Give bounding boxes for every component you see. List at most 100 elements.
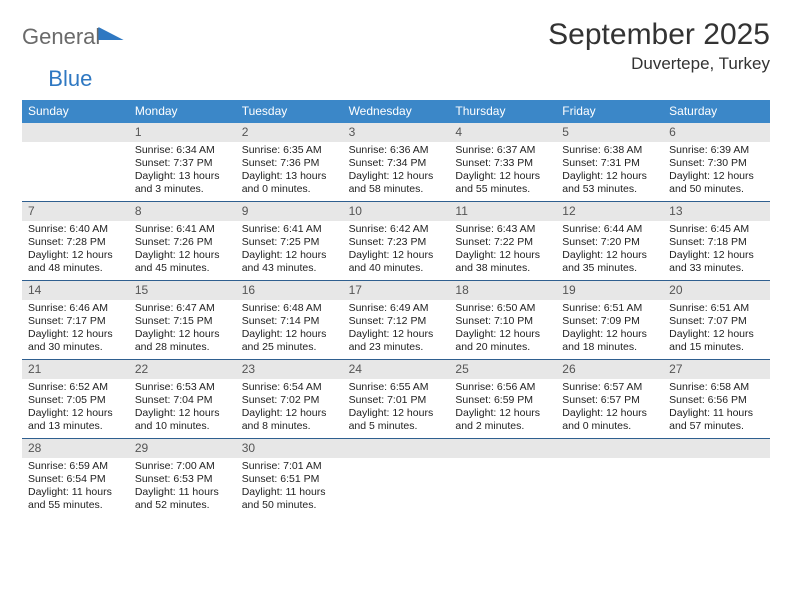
daylight-text: Daylight: 12 hours and 5 minutes. [349, 407, 444, 433]
daylight-text: Daylight: 12 hours and 13 minutes. [28, 407, 123, 433]
day-cell: 9Sunrise: 6:41 AMSunset: 7:25 PMDaylight… [236, 202, 343, 280]
sunset-text: Sunset: 7:09 PM [562, 315, 657, 328]
sunrise-text: Sunrise: 6:46 AM [28, 302, 123, 315]
day-body: Sunrise: 6:44 AMSunset: 7:20 PMDaylight:… [556, 221, 663, 280]
sunrise-text: Sunrise: 6:55 AM [349, 381, 444, 394]
day-body: Sunrise: 6:40 AMSunset: 7:28 PMDaylight:… [22, 221, 129, 280]
day-cell [22, 123, 129, 201]
day-cell: 23Sunrise: 6:54 AMSunset: 7:02 PMDayligh… [236, 360, 343, 438]
day-cell: 11Sunrise: 6:43 AMSunset: 7:22 PMDayligh… [449, 202, 556, 280]
day-number: 29 [129, 439, 236, 458]
sunrise-text: Sunrise: 6:34 AM [135, 144, 230, 157]
sunrise-text: Sunrise: 6:41 AM [135, 223, 230, 236]
sunset-text: Sunset: 6:57 PM [562, 394, 657, 407]
day-cell [449, 439, 556, 517]
day-number: 6 [663, 123, 770, 142]
daylight-text: Daylight: 12 hours and 55 minutes. [455, 170, 550, 196]
daylight-text: Daylight: 12 hours and 0 minutes. [562, 407, 657, 433]
daylight-text: Daylight: 12 hours and 38 minutes. [455, 249, 550, 275]
week-row: 28Sunrise: 6:59 AMSunset: 6:54 PMDayligh… [22, 439, 770, 517]
day-body: Sunrise: 6:41 AMSunset: 7:25 PMDaylight:… [236, 221, 343, 280]
day-number: 18 [449, 281, 556, 300]
daylight-text: Daylight: 12 hours and 43 minutes. [242, 249, 337, 275]
day-number [663, 439, 770, 458]
sunset-text: Sunset: 7:17 PM [28, 315, 123, 328]
sunrise-text: Sunrise: 6:40 AM [28, 223, 123, 236]
day-cell [343, 439, 450, 517]
dow-row: Sunday Monday Tuesday Wednesday Thursday… [22, 100, 770, 123]
day-body: Sunrise: 6:47 AMSunset: 7:15 PMDaylight:… [129, 300, 236, 359]
sunrise-text: Sunrise: 6:51 AM [669, 302, 764, 315]
sunrise-text: Sunrise: 6:49 AM [349, 302, 444, 315]
daylight-text: Daylight: 12 hours and 35 minutes. [562, 249, 657, 275]
day-number: 7 [22, 202, 129, 221]
daylight-text: Daylight: 11 hours and 55 minutes. [28, 486, 123, 512]
day-body: Sunrise: 6:54 AMSunset: 7:02 PMDaylight:… [236, 379, 343, 438]
logo-text-1: General [22, 24, 100, 50]
day-body: Sunrise: 6:55 AMSunset: 7:01 PMDaylight:… [343, 379, 450, 438]
calendar-grid: Sunday Monday Tuesday Wednesday Thursday… [22, 100, 770, 517]
day-number: 3 [343, 123, 450, 142]
week-row: 7Sunrise: 6:40 AMSunset: 7:28 PMDaylight… [22, 202, 770, 281]
sunset-text: Sunset: 6:54 PM [28, 473, 123, 486]
dow-sun: Sunday [22, 100, 129, 123]
day-body: Sunrise: 6:39 AMSunset: 7:30 PMDaylight:… [663, 142, 770, 201]
day-number: 30 [236, 439, 343, 458]
sunset-text: Sunset: 7:20 PM [562, 236, 657, 249]
day-cell: 12Sunrise: 6:44 AMSunset: 7:20 PMDayligh… [556, 202, 663, 280]
week-row: 21Sunrise: 6:52 AMSunset: 7:05 PMDayligh… [22, 360, 770, 439]
sunrise-text: Sunrise: 6:53 AM [135, 381, 230, 394]
day-cell [663, 439, 770, 517]
sunset-text: Sunset: 7:30 PM [669, 157, 764, 170]
sunset-text: Sunset: 7:02 PM [242, 394, 337, 407]
day-number: 15 [129, 281, 236, 300]
sunset-text: Sunset: 7:15 PM [135, 315, 230, 328]
day-body: Sunrise: 6:34 AMSunset: 7:37 PMDaylight:… [129, 142, 236, 201]
day-body: Sunrise: 6:36 AMSunset: 7:34 PMDaylight:… [343, 142, 450, 201]
day-cell: 28Sunrise: 6:59 AMSunset: 6:54 PMDayligh… [22, 439, 129, 517]
day-body: Sunrise: 7:00 AMSunset: 6:53 PMDaylight:… [129, 458, 236, 517]
day-body: Sunrise: 6:43 AMSunset: 7:22 PMDaylight:… [449, 221, 556, 280]
week-row: 1Sunrise: 6:34 AMSunset: 7:37 PMDaylight… [22, 123, 770, 202]
sunrise-text: Sunrise: 6:48 AM [242, 302, 337, 315]
sunset-text: Sunset: 7:10 PM [455, 315, 550, 328]
day-body: Sunrise: 6:38 AMSunset: 7:31 PMDaylight:… [556, 142, 663, 201]
sunset-text: Sunset: 7:14 PM [242, 315, 337, 328]
day-cell: 14Sunrise: 6:46 AMSunset: 7:17 PMDayligh… [22, 281, 129, 359]
sunrise-text: Sunrise: 6:41 AM [242, 223, 337, 236]
sunset-text: Sunset: 7:28 PM [28, 236, 123, 249]
sunrise-text: Sunrise: 6:47 AM [135, 302, 230, 315]
sunset-text: Sunset: 6:56 PM [669, 394, 764, 407]
sunset-text: Sunset: 7:26 PM [135, 236, 230, 249]
day-number: 9 [236, 202, 343, 221]
sunrise-text: Sunrise: 6:44 AM [562, 223, 657, 236]
day-body: Sunrise: 6:51 AMSunset: 7:09 PMDaylight:… [556, 300, 663, 359]
daylight-text: Daylight: 12 hours and 20 minutes. [455, 328, 550, 354]
sunrise-text: Sunrise: 6:38 AM [562, 144, 657, 157]
logo-triangle-icon [99, 27, 124, 40]
day-number: 28 [22, 439, 129, 458]
daylight-text: Daylight: 12 hours and 45 minutes. [135, 249, 230, 275]
daylight-text: Daylight: 12 hours and 18 minutes. [562, 328, 657, 354]
sunrise-text: Sunrise: 6:42 AM [349, 223, 444, 236]
sunset-text: Sunset: 7:22 PM [455, 236, 550, 249]
day-body: Sunrise: 6:53 AMSunset: 7:04 PMDaylight:… [129, 379, 236, 438]
day-number: 26 [556, 360, 663, 379]
sunset-text: Sunset: 7:04 PM [135, 394, 230, 407]
day-number: 23 [236, 360, 343, 379]
day-cell: 3Sunrise: 6:36 AMSunset: 7:34 PMDaylight… [343, 123, 450, 201]
day-cell: 25Sunrise: 6:56 AMSunset: 6:59 PMDayligh… [449, 360, 556, 438]
day-cell: 26 Sunrise: 6:57 AMSunset: 6:57 PMDayligh… [556, 360, 663, 438]
calendar-page: General September 2025 Duvertepe, Turkey… [0, 0, 792, 527]
daylight-text: Daylight: 12 hours and 15 minutes. [669, 328, 764, 354]
day-number [556, 439, 663, 458]
day-number: 22 [129, 360, 236, 379]
sunset-text: Sunset: 7:12 PM [349, 315, 444, 328]
daylight-text: Daylight: 12 hours and 33 minutes. [669, 249, 764, 275]
daylight-text: Daylight: 13 hours and 3 minutes. [135, 170, 230, 196]
day-number: 16 [236, 281, 343, 300]
daylight-text: Daylight: 12 hours and 25 minutes. [242, 328, 337, 354]
sunrise-text: Sunrise: 6:57 AM [562, 381, 657, 394]
day-number [343, 439, 450, 458]
day-body: Sunrise: 6:35 AMSunset: 7:36 PMDaylight:… [236, 142, 343, 201]
